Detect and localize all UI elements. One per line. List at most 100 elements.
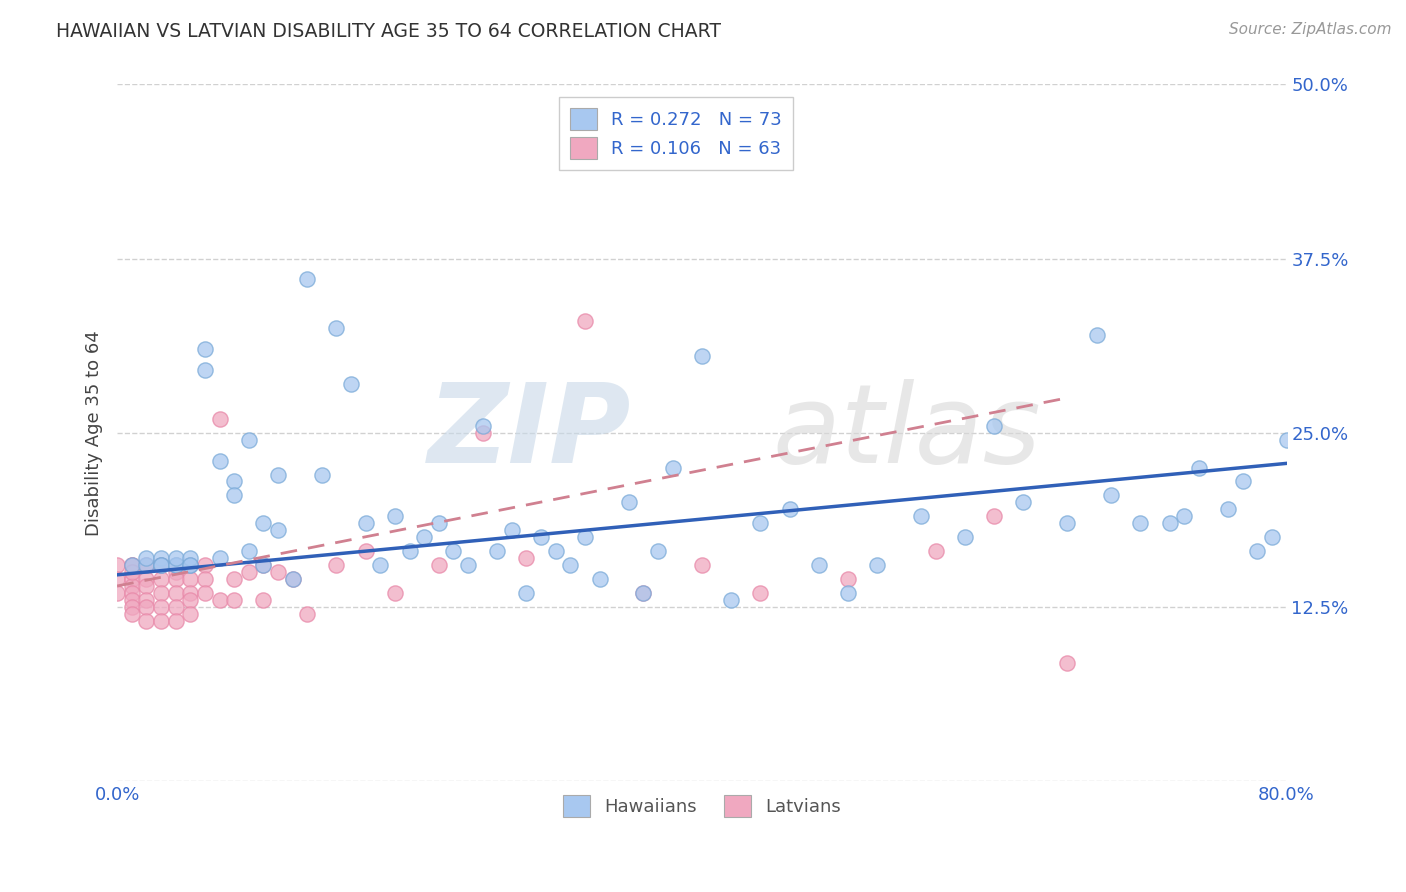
Point [779, 502, 801, 516]
Point [1246, 544, 1268, 558]
Point [1056, 516, 1078, 531]
Point [165, 551, 187, 566]
Point [267, 565, 290, 579]
Point [647, 544, 669, 558]
Point [297, 607, 319, 621]
Point [560, 558, 582, 572]
Point [194, 572, 217, 586]
Point [150, 599, 173, 614]
Point [135, 572, 157, 586]
Point [121, 558, 143, 572]
Point [135, 579, 157, 593]
Point [807, 558, 830, 572]
Point [150, 558, 173, 572]
Point [925, 544, 948, 558]
Point [208, 551, 231, 566]
Point [165, 599, 187, 614]
Point [486, 544, 509, 558]
Point [617, 495, 640, 509]
Point [471, 425, 494, 440]
Point [1188, 460, 1211, 475]
Point [121, 558, 143, 572]
Point [179, 572, 201, 586]
Point [544, 544, 567, 558]
Point [427, 558, 450, 572]
Point [340, 376, 363, 391]
Point [150, 558, 173, 572]
Point [837, 586, 859, 600]
Point [135, 593, 157, 607]
Point [150, 558, 173, 572]
Point [121, 586, 143, 600]
Point [165, 558, 187, 572]
Point [457, 558, 479, 572]
Point [384, 586, 406, 600]
Point [208, 411, 231, 425]
Point [633, 586, 655, 600]
Point [208, 593, 231, 607]
Point [194, 586, 217, 600]
Point [252, 516, 274, 531]
Text: HAWAIIAN VS LATVIAN DISABILITY AGE 35 TO 64 CORRELATION CHART: HAWAIIAN VS LATVIAN DISABILITY AGE 35 TO… [56, 22, 721, 41]
Point [238, 565, 260, 579]
Point [574, 314, 596, 328]
Point [501, 523, 523, 537]
Point [194, 363, 217, 377]
Point [135, 558, 157, 572]
Point [325, 321, 347, 335]
Point [179, 558, 201, 572]
Point [1173, 509, 1195, 524]
Point [1232, 475, 1254, 489]
Point [281, 572, 304, 586]
Point [398, 544, 420, 558]
Point [121, 565, 143, 579]
Point [983, 509, 1005, 524]
Point [837, 572, 859, 586]
Point [150, 558, 173, 572]
Point [238, 544, 260, 558]
Point [281, 572, 304, 586]
Point [515, 586, 537, 600]
Point [354, 516, 377, 531]
Point [441, 544, 464, 558]
Y-axis label: Disability Age 35 to 64: Disability Age 35 to 64 [86, 330, 103, 535]
Point [252, 558, 274, 572]
Point [384, 509, 406, 524]
Point [910, 509, 932, 524]
Point [311, 467, 333, 482]
Point [121, 558, 143, 572]
Point [297, 272, 319, 286]
Point [953, 530, 976, 544]
Point [150, 614, 173, 628]
Point [749, 586, 772, 600]
Point [150, 586, 173, 600]
Point [866, 558, 889, 572]
Point [105, 572, 128, 586]
Point [121, 579, 143, 593]
Point [179, 607, 201, 621]
Point [690, 558, 713, 572]
Point [720, 593, 742, 607]
Point [224, 475, 246, 489]
Point [165, 586, 187, 600]
Point [165, 614, 187, 628]
Point [224, 488, 246, 502]
Point [1012, 495, 1035, 509]
Point [135, 614, 157, 628]
Point [1261, 530, 1284, 544]
Text: atlas: atlas [772, 379, 1040, 486]
Point [121, 607, 143, 621]
Point [633, 586, 655, 600]
Point [1129, 516, 1152, 531]
Point [368, 558, 391, 572]
Point [354, 544, 377, 558]
Legend: Hawaiians, Latvians: Hawaiians, Latvians [555, 788, 848, 824]
Point [588, 572, 610, 586]
Point [238, 433, 260, 447]
Point [1056, 656, 1078, 670]
Point [749, 516, 772, 531]
Point [690, 349, 713, 363]
Point [135, 551, 157, 566]
Point [179, 558, 201, 572]
Point [135, 558, 157, 572]
